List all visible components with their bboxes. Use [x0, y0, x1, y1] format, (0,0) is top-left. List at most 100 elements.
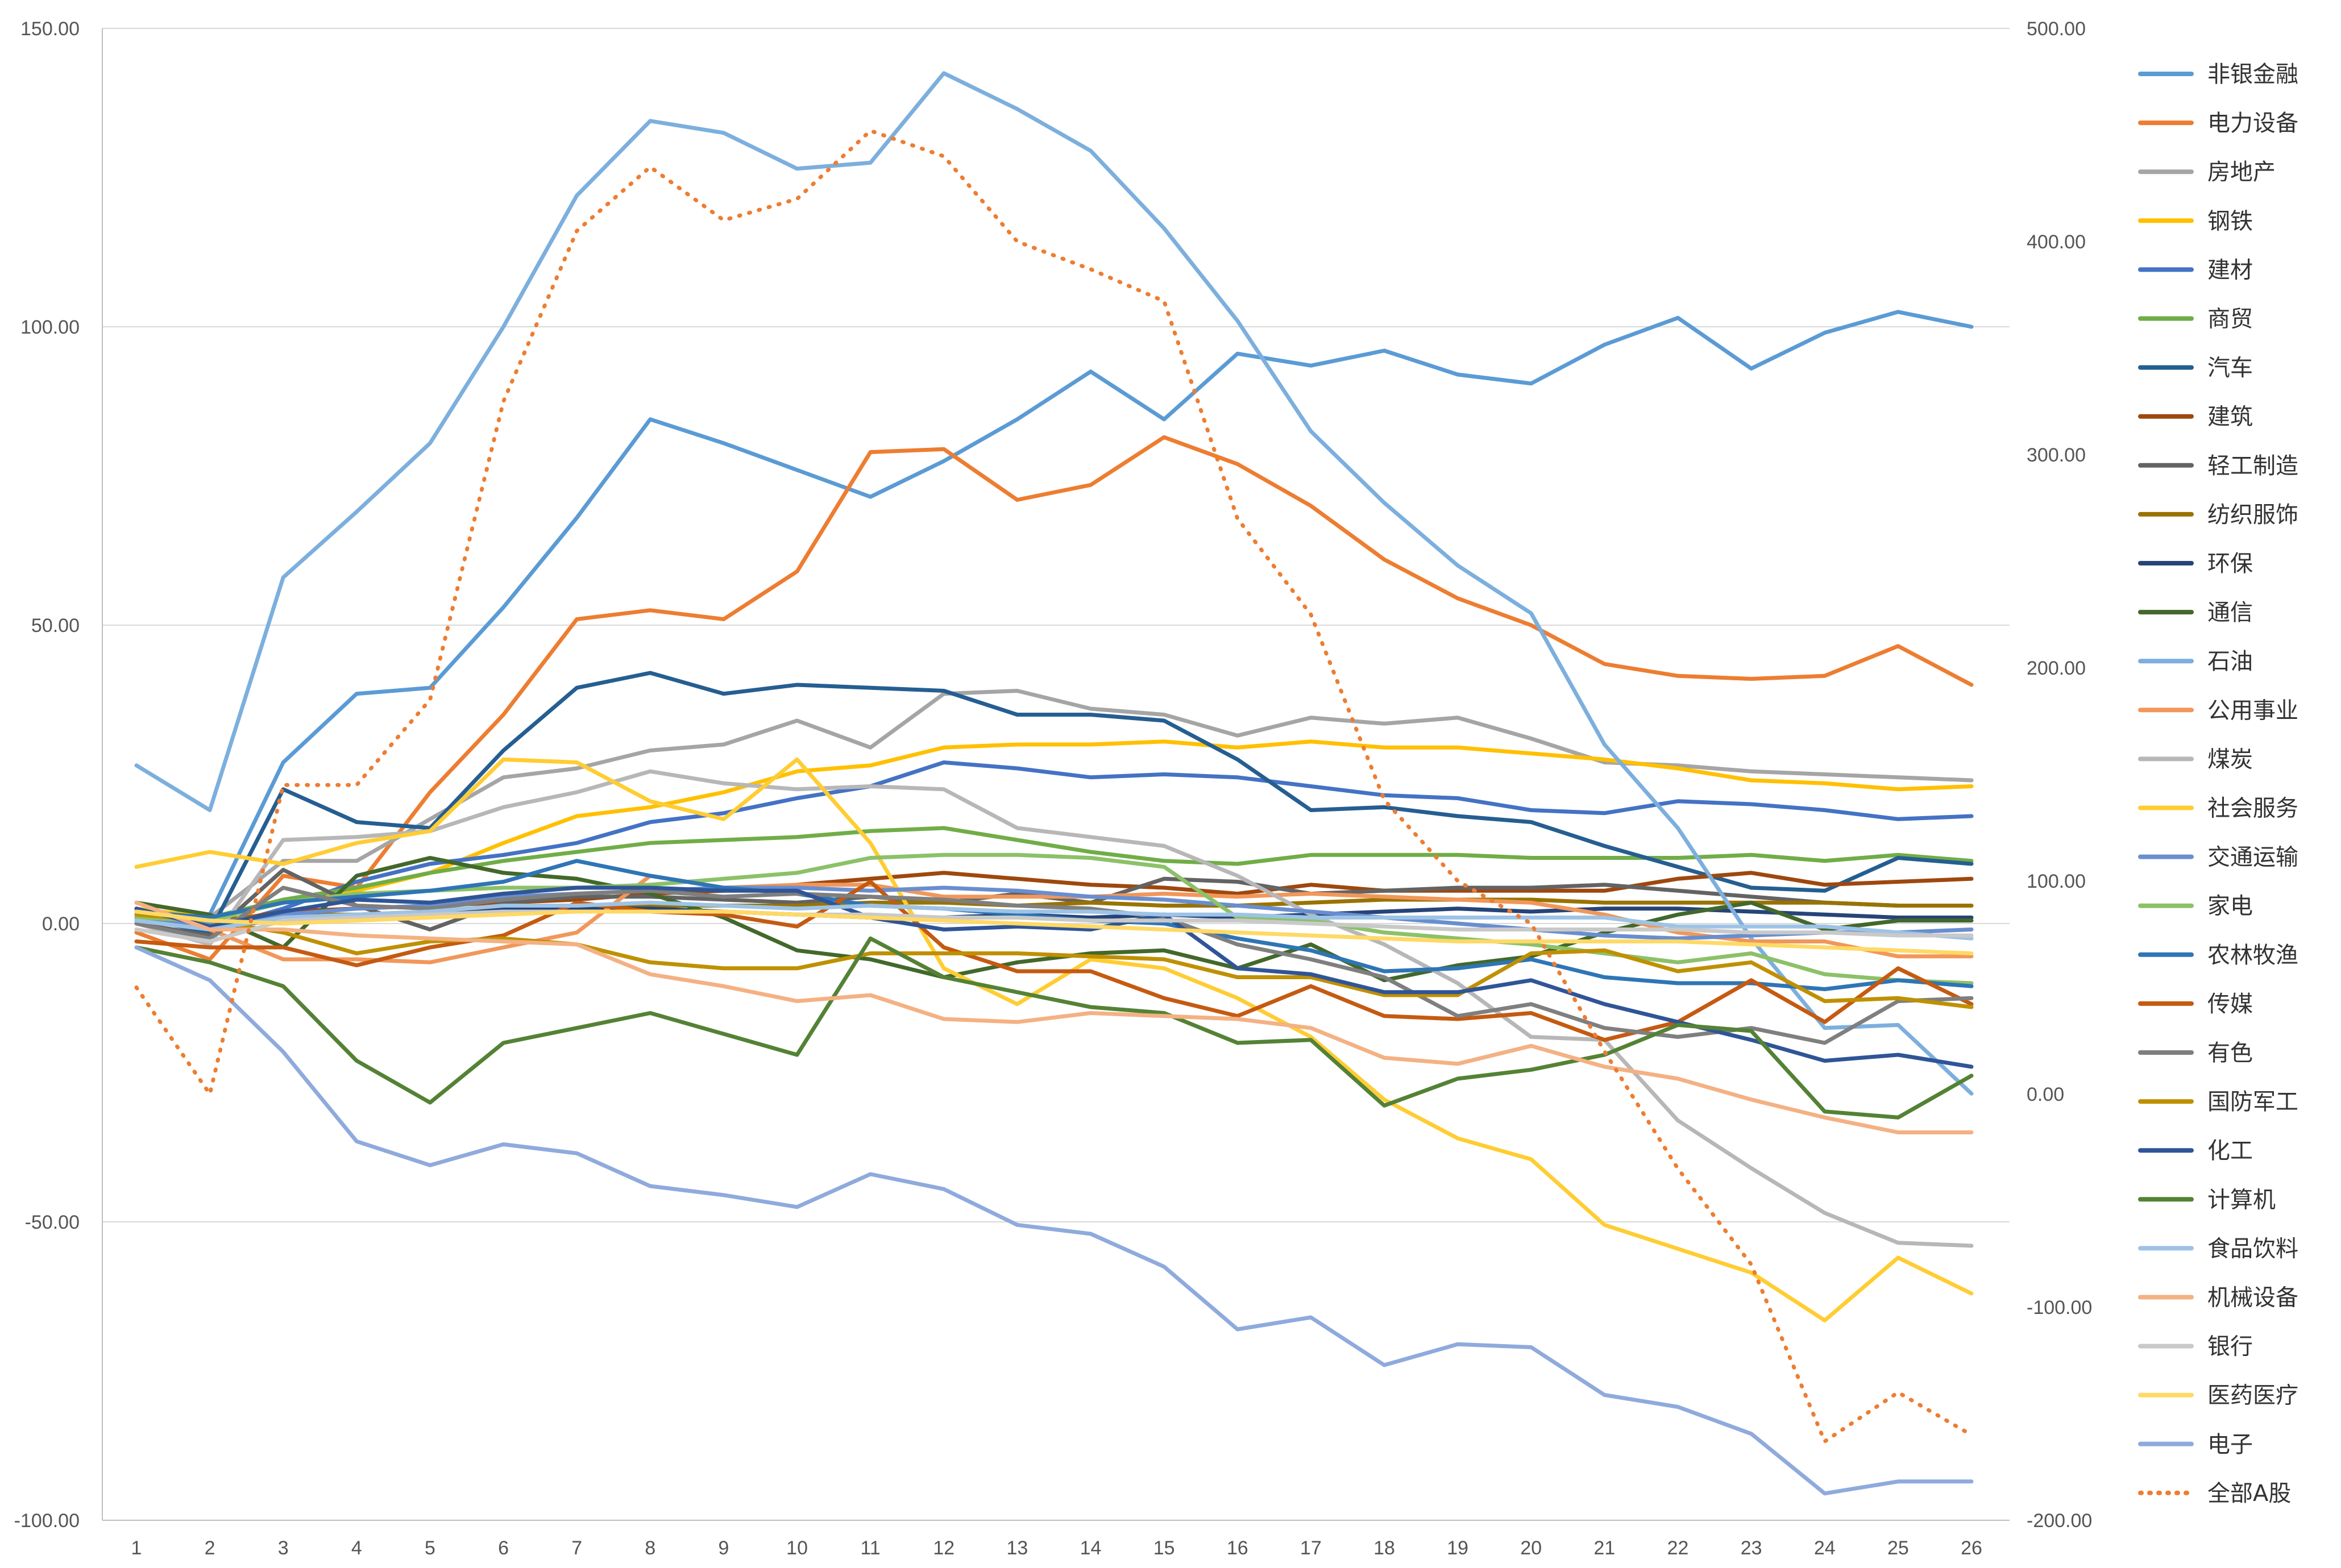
series-line-全部A股 [134, 128, 1974, 1444]
x-tick-label: 24 [1814, 1537, 1836, 1559]
legend-item: 传媒 [2138, 991, 2253, 1017]
legend-label: 计算机 [2207, 1187, 2276, 1213]
series-line-化工 [134, 885, 1974, 1069]
series-lines [134, 71, 1974, 1496]
series-line-钢铁 [134, 739, 1974, 920]
series-line-传媒 [134, 880, 1974, 1042]
right-tick-label: 100.00 [2027, 871, 2086, 892]
left-tick-label: -50.00 [25, 1212, 80, 1233]
series-line-有色 [134, 885, 1974, 1045]
left-tick-label: 50.00 [31, 615, 80, 637]
x-tick-label: 7 [571, 1537, 582, 1559]
legend-item: 计算机 [2138, 1187, 2276, 1213]
x-tick-label: 8 [645, 1537, 655, 1559]
left-tick-label: 150.00 [20, 18, 80, 40]
x-tick-label: 9 [718, 1537, 729, 1559]
legend-item: 医药医疗 [2138, 1383, 2298, 1409]
legend-label: 公用事业 [2207, 697, 2298, 723]
legend-label: 农林牧渔 [2207, 942, 2298, 968]
right-tick-label: -100.00 [2027, 1297, 2092, 1319]
series-line-非银金融 [134, 310, 1974, 917]
legend-item: 非银金融 [2138, 61, 2298, 88]
legend-item: 食品饮料 [2138, 1236, 2298, 1262]
legend-item: 汽车 [2138, 355, 2253, 381]
legend-item: 房地产 [2138, 159, 2276, 185]
legend-item: 全部A股 [2138, 1480, 2291, 1507]
series-line-通信 [134, 856, 1974, 983]
legend-item: 银行 [2138, 1334, 2253, 1360]
x-tick-label: 14 [1080, 1537, 1102, 1559]
legend-item: 家电 [2138, 893, 2253, 920]
legend-label: 通信 [2207, 600, 2253, 626]
series-line-电子 [134, 945, 1974, 1496]
legend-label: 纺织服饰 [2207, 502, 2298, 528]
legend-item: 建材 [2138, 257, 2253, 283]
legend-label: 汽车 [2207, 355, 2253, 381]
legend-label: 有色 [2207, 1040, 2253, 1066]
series-line-商贸 [134, 826, 1974, 920]
right-y-axis: 500.00 400.00 300.00 200.00 100.00 0.00 -100.0… [2027, 18, 2092, 1532]
series-line-电力设备 [134, 435, 1974, 962]
legend-item: 环保 [2138, 551, 2253, 577]
legend-item: 纺织服饰 [2138, 502, 2298, 528]
legend-label: 轻工制造 [2207, 453, 2298, 479]
x-tick-label: 17 [1300, 1537, 1322, 1559]
legend-label: 房地产 [2207, 159, 2276, 185]
legend-label: 国防军工 [2207, 1089, 2298, 1115]
x-tick-label: 23 [1741, 1537, 1762, 1559]
legend-label: 钢铁 [2207, 208, 2253, 234]
legend-item: 交通运输 [2138, 845, 2298, 871]
legend-item: 化工 [2138, 1138, 2253, 1164]
legend-label: 电力设备 [2207, 110, 2298, 136]
right-tick-label: 200.00 [2027, 658, 2086, 679]
x-tick-label: 4 [351, 1537, 362, 1559]
left-tick-label: 0.00 [42, 913, 80, 935]
legend-label: 全部A股 [2207, 1480, 2291, 1507]
legend-item: 电力设备 [2138, 110, 2298, 136]
x-axis: 1 2 3 4 5 6 7 8 9 10 11 12 13 14 15 16 17 18 19 20 21 22 23 24 2… [102, 1520, 2010, 1559]
x-tick-label: 19 [1447, 1537, 1468, 1559]
x-tick-label: 5 [425, 1537, 435, 1559]
legend-label: 石油 [2207, 648, 2253, 675]
right-tick-label: 500.00 [2027, 18, 2086, 40]
legend-label: 煤炭 [2207, 746, 2253, 772]
legend-label: 建筑 [2207, 404, 2253, 430]
x-tick-label: 3 [278, 1537, 289, 1559]
legend-label: 化工 [2207, 1138, 2253, 1164]
series-line-煤炭 [134, 769, 1974, 1248]
right-tick-label: 0.00 [2027, 1084, 2064, 1105]
legend-label: 商贸 [2207, 306, 2253, 332]
x-tick-label: 25 [1887, 1537, 1909, 1559]
legend-item: 有色 [2138, 1040, 2253, 1066]
legend-item: 电子 [2138, 1432, 2253, 1458]
series-line-食品饮料 [134, 900, 1974, 941]
series-line-计算机 [134, 936, 1974, 1120]
legend-item: 商贸 [2138, 306, 2253, 332]
x-tick-label: 16 [1227, 1537, 1248, 1559]
legend-label: 社会服务 [2207, 796, 2298, 822]
right-tick-label: -200.00 [2027, 1510, 2092, 1532]
x-tick-label: 2 [205, 1537, 215, 1559]
legend-label: 建材 [2207, 257, 2253, 283]
legend-label: 机械设备 [2207, 1285, 2298, 1311]
legend-item: 通信 [2138, 600, 2253, 626]
legend-label: 银行 [2207, 1334, 2253, 1360]
legend-label: 家电 [2207, 893, 2253, 920]
series-line-石油 [134, 71, 1974, 1096]
x-tick-label: 10 [786, 1537, 808, 1559]
x-tick-label: 6 [498, 1537, 509, 1559]
legend-label: 非银金融 [2207, 61, 2298, 88]
left-tick-label: 100.00 [20, 317, 80, 338]
legend-item: 机械设备 [2138, 1285, 2298, 1311]
legend-label: 传媒 [2207, 991, 2253, 1017]
series-line-机械设备 [134, 900, 1974, 1134]
right-tick-label: 400.00 [2027, 231, 2086, 253]
legend-label: 食品饮料 [2207, 1236, 2298, 1262]
legend-item: 国防军工 [2138, 1089, 2298, 1115]
x-tick-label: 1 [131, 1537, 142, 1559]
right-tick-label: 300.00 [2027, 444, 2086, 466]
x-tick-label: 18 [1373, 1537, 1395, 1559]
series-line-社会服务 [134, 757, 1974, 1322]
legend-item: 农林牧渔 [2138, 942, 2298, 968]
